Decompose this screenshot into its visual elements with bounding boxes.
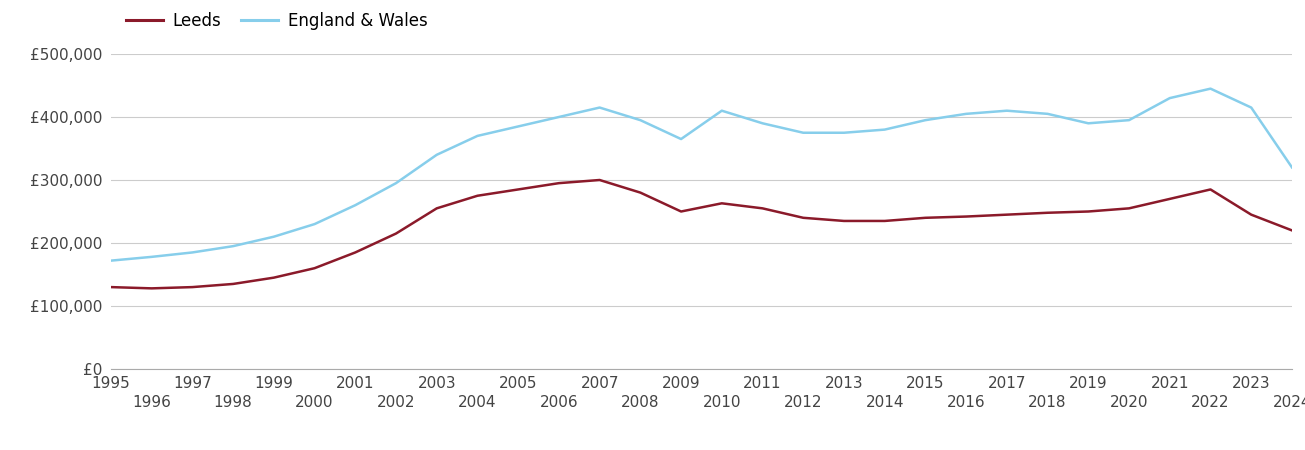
Leeds: [1121, 206, 1137, 211]
Leeds: [673, 209, 689, 214]
England & Wales: [673, 136, 689, 142]
Leeds: [796, 215, 812, 220]
Leeds: [388, 231, 403, 236]
Leeds: [591, 177, 607, 183]
Leeds: [184, 284, 200, 290]
England & Wales: [184, 250, 200, 255]
England & Wales: [754, 121, 770, 126]
England & Wales: [796, 130, 812, 135]
Leeds: [226, 281, 241, 287]
England & Wales: [388, 180, 403, 186]
England & Wales: [1081, 121, 1096, 126]
Leeds: [1081, 209, 1096, 214]
England & Wales: [877, 127, 893, 132]
Leeds: [307, 266, 322, 271]
England & Wales: [1000, 108, 1015, 113]
England & Wales: [347, 202, 363, 208]
Leeds: [144, 286, 159, 291]
Leeds: [633, 190, 649, 195]
Leeds: [1040, 210, 1056, 216]
Leeds: [347, 250, 363, 255]
England & Wales: [958, 111, 974, 117]
England & Wales: [103, 258, 119, 263]
England & Wales: [591, 105, 607, 110]
Leeds: [714, 201, 729, 206]
England & Wales: [1161, 95, 1177, 101]
Leeds: [551, 180, 566, 186]
Leeds: [266, 275, 282, 280]
Leeds: [1203, 187, 1219, 192]
England & Wales: [226, 243, 241, 249]
England & Wales: [633, 117, 649, 123]
Leeds: [958, 214, 974, 219]
England & Wales: [917, 117, 933, 123]
England & Wales: [429, 152, 445, 158]
England & Wales: [510, 124, 526, 129]
Leeds: [103, 284, 119, 290]
England & Wales: [1121, 117, 1137, 123]
Leeds: [470, 193, 485, 198]
England & Wales: [714, 108, 729, 113]
England & Wales: [837, 130, 852, 135]
Leeds: [754, 206, 770, 211]
England & Wales: [1203, 86, 1219, 91]
Leeds: [877, 218, 893, 224]
Leeds: [1161, 196, 1177, 202]
Leeds: [837, 218, 852, 224]
Leeds: [1000, 212, 1015, 217]
Leeds: [1244, 212, 1259, 217]
Leeds: [429, 206, 445, 211]
Line: England & Wales: England & Wales: [111, 89, 1292, 261]
England & Wales: [1284, 165, 1300, 170]
Leeds: [1284, 228, 1300, 233]
England & Wales: [266, 234, 282, 239]
England & Wales: [1040, 111, 1056, 117]
England & Wales: [551, 114, 566, 120]
England & Wales: [1244, 105, 1259, 110]
England & Wales: [470, 133, 485, 139]
England & Wales: [307, 221, 322, 227]
Leeds: [510, 187, 526, 192]
England & Wales: [144, 254, 159, 260]
Legend: Leeds, England & Wales: Leeds, England & Wales: [119, 6, 435, 37]
Line: Leeds: Leeds: [111, 180, 1292, 288]
Leeds: [917, 215, 933, 220]
